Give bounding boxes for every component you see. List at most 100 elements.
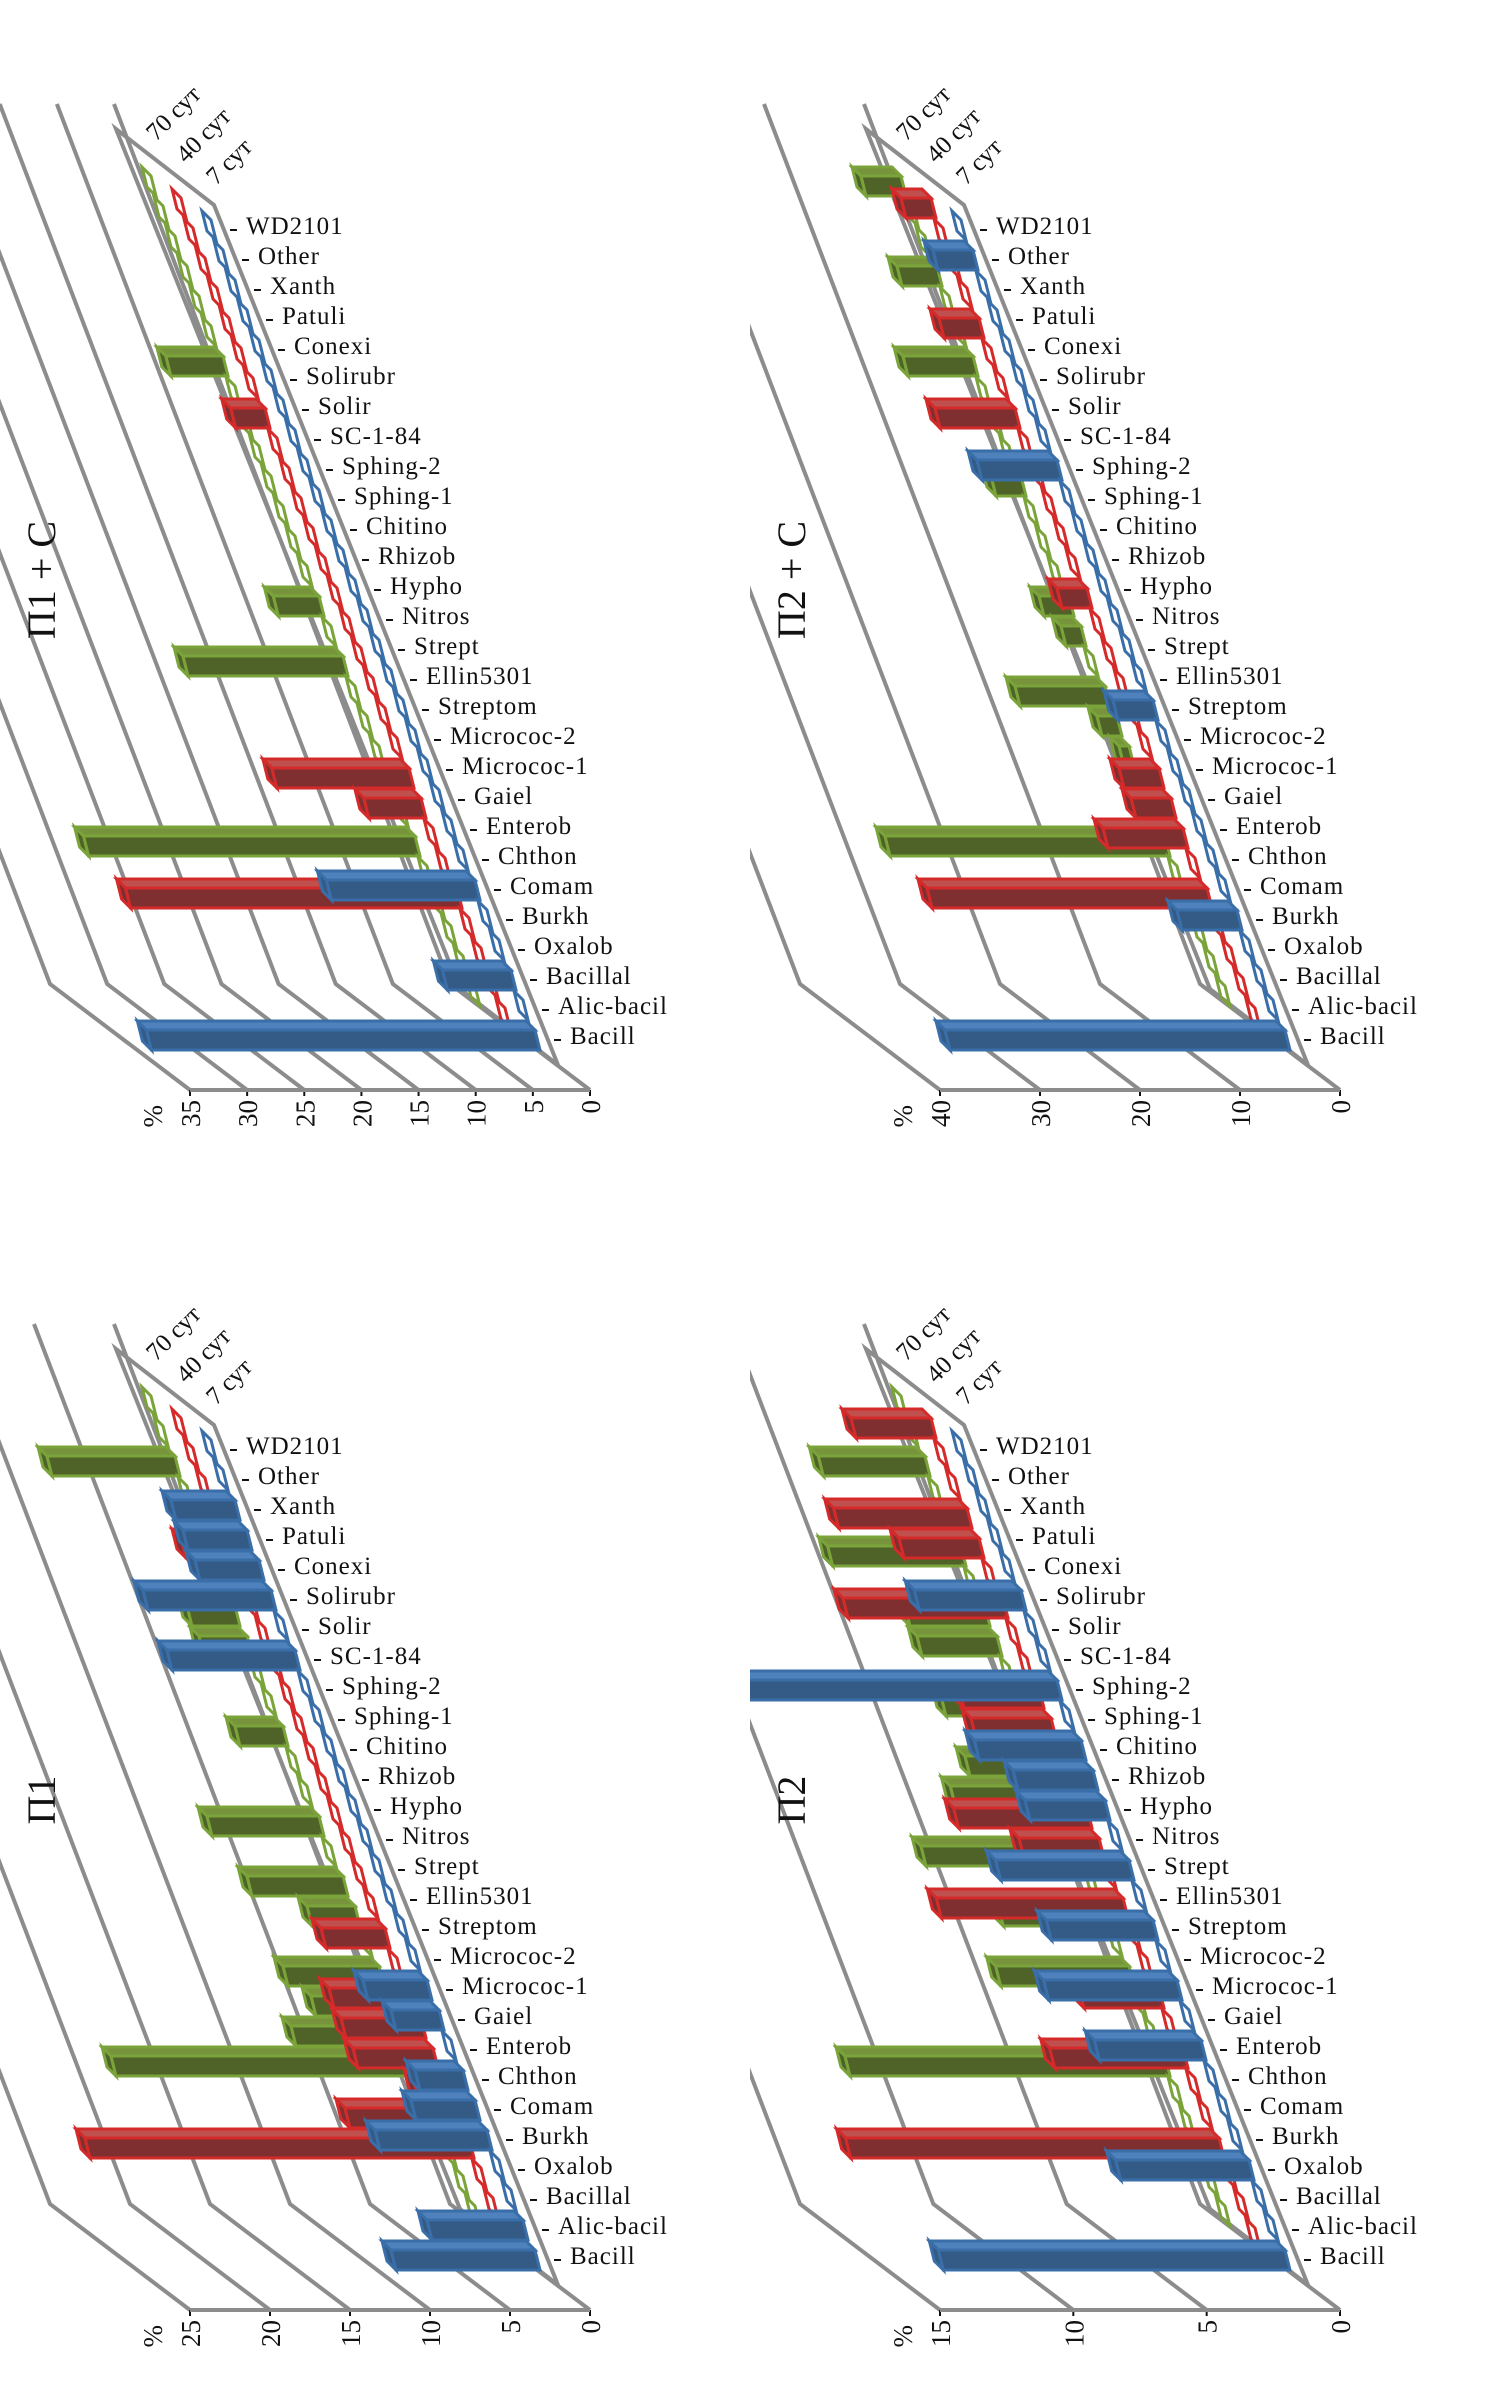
category-label: Sphing-1: [354, 483, 454, 510]
bar-p2-s0-chitino: [961, 1726, 1088, 1765]
bar-p2c-s2-ellin5301: [1048, 612, 1088, 651]
bar-p1c-s1-solirubr: [229, 334, 249, 373]
bar-p2c-s1-strept: [1087, 604, 1107, 643]
empty-bar-marker: [979, 334, 999, 373]
chart-title: П1: [19, 1776, 64, 1825]
empty-bar-marker: [1003, 1614, 1023, 1653]
bar-p1c-s2-nitros: [295, 552, 315, 591]
bar-p1-s1-wd2101: [169, 1404, 189, 1443]
category-label: Strept: [1164, 633, 1230, 660]
bar-front-face: [1117, 766, 1166, 790]
bar-p1-s0-chitino: [319, 1726, 339, 1765]
gridline: [0, 103, 249, 1092]
empty-bar-marker: [319, 506, 339, 545]
bar-front-face: [899, 196, 938, 220]
category-label: Solir: [1068, 1613, 1122, 1640]
bar-side-face: [926, 307, 983, 320]
bar-p2-s2-bacill: [1213, 2192, 1233, 2231]
bar-front-face: [141, 1588, 278, 1612]
category-label: Comam: [510, 2093, 594, 2120]
category-label: SC-1-84: [330, 423, 422, 450]
bar-front-face: [912, 1588, 1028, 1612]
bar-front-face: [413, 2068, 470, 2092]
empty-bar-marker: [247, 432, 267, 471]
bar-p2-s0-micrococ-2: [1153, 1936, 1173, 1975]
bar-side-face: [821, 1497, 971, 1510]
bar-front-face: [1129, 796, 1178, 820]
category-label: Chitino: [366, 1733, 448, 1760]
empty-bar-marker: [1225, 2116, 1245, 2155]
empty-bar-marker: [265, 424, 285, 463]
category-label: Micrococ-1: [1212, 1973, 1339, 2000]
bar-side-face: [1048, 615, 1085, 628]
empty-bar-marker: [1183, 2064, 1203, 2103]
bar-p1c-s1-solir: [241, 364, 261, 403]
empty-bar-marker: [319, 612, 339, 651]
y-tick-label: 10: [416, 2320, 446, 2347]
bar-front-face: [205, 1814, 326, 1838]
y-tick-label: 30: [1026, 1100, 1056, 1127]
bar-p1c-s0-hypho: [343, 566, 363, 605]
bar-p1c-s0-wd2101: [199, 206, 219, 245]
category-label: Oxalob: [534, 933, 614, 960]
bar-front-face: [936, 2248, 1292, 2272]
bar-side-face: [222, 1715, 287, 1728]
bar-side-face: [186, 1625, 251, 1638]
bar-p2c-s0-solirubr: [1009, 356, 1029, 395]
empty-bar-marker: [1177, 1996, 1197, 2035]
bar-p2-s0-wd2101: [949, 1426, 969, 1465]
bar-p1c-s1-oxalob: [457, 904, 477, 943]
bar-p1-s2-streptom: [234, 1862, 350, 1901]
chart-rotator-p2c: 0 10 20 30 40% Bacill Alic-bacil Bacillal Oxalob…: [750, 0, 1480, 1160]
y-tick-label: 15: [405, 1100, 435, 1127]
bar-side-face: [153, 345, 227, 358]
bar-front-face: [181, 654, 350, 678]
bar-side-face: [1090, 817, 1187, 830]
empty-bar-marker: [1117, 626, 1137, 665]
empty-bar-marker: [451, 2162, 471, 2201]
category-label: Xanth: [270, 273, 336, 300]
category-label: Burkh: [522, 2123, 590, 2150]
bar-p2-s0-solir: [1021, 1606, 1041, 1645]
empty-bar-marker: [229, 334, 249, 373]
bar-p1-s1-other: [181, 1434, 201, 1473]
category-label: Rhizob: [1128, 1763, 1206, 1790]
category-label: Xanth: [270, 1493, 336, 1520]
bar-p2c-s1-ellin5301: [1099, 634, 1119, 673]
category-label: Nitros: [1152, 1823, 1221, 1850]
empty-bar-marker: [439, 912, 459, 951]
empty-bar-marker: [1057, 1696, 1077, 1735]
y-unit-label: %: [138, 1105, 168, 1128]
category-label: Ellin5301: [1176, 663, 1284, 690]
category-label: Bacillal: [546, 2183, 632, 2210]
bar-front-face: [1041, 1978, 1184, 2002]
category-label: Oxalob: [534, 2153, 614, 2180]
category-label: Burkh: [1272, 903, 1340, 930]
category-label: Solirubr: [1056, 1583, 1146, 1610]
bar-p1-s2-other: [151, 1412, 171, 1451]
bar-p1-s2-alic-bacil: [451, 2162, 471, 2201]
bar-p2-s0-gaiel: [1177, 1996, 1197, 2035]
bar-side-face: [1106, 735, 1133, 748]
bar-side-face: [170, 645, 347, 658]
bar-side-face: [1164, 899, 1241, 912]
bar-front-face: [144, 1028, 542, 1052]
bar-p2c-s1-enterob: [1118, 784, 1178, 823]
bar-side-face: [130, 1579, 275, 1592]
empty-bar-marker: [1153, 1936, 1173, 1975]
bar-side-face: [923, 1887, 1127, 1900]
bar-p1-s0-wd2101: [199, 1426, 219, 1465]
empty-bar-marker: [391, 686, 411, 725]
gridline: [750, 103, 1042, 1092]
category-label: Chthon: [498, 843, 578, 870]
empty-bar-marker: [1009, 356, 1029, 395]
bar-p1c-s2-solir: [153, 342, 230, 381]
bar-front-face: [901, 354, 980, 378]
bar-p2-s0-ellin5301: [1129, 1876, 1149, 1915]
empty-bar-marker: [1129, 1876, 1149, 1915]
bar-front-face: [1044, 1918, 1160, 1942]
empty-bar-marker: [295, 446, 315, 485]
bar-p1c-s1-micrococ-1: [385, 724, 405, 763]
bar-p1-s0-bacillal: [499, 2176, 519, 2215]
empty-bar-marker: [451, 836, 471, 875]
